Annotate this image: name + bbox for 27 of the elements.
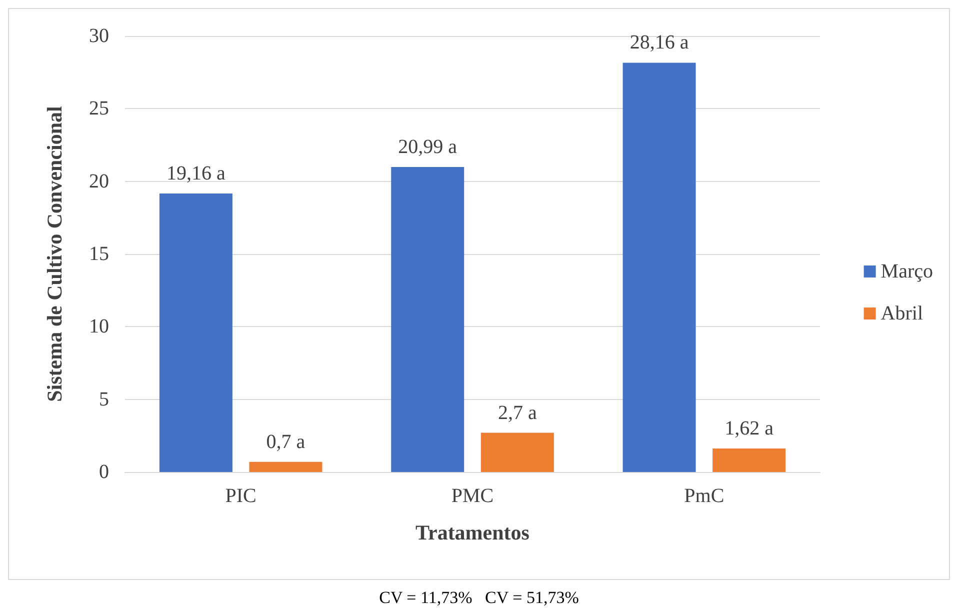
y-tick-label: 0: [99, 461, 109, 483]
data-label: 19,16 a: [166, 162, 226, 185]
legend-label: Abril: [880, 302, 924, 324]
x-tick-label: PMC: [451, 485, 494, 507]
bar: [712, 448, 786, 472]
text: CV = 11,73% CV = 51,73%: [378, 588, 580, 608]
data-label: 1,62 a: [724, 417, 774, 440]
bar: [391, 166, 464, 472]
y-tick-label: 25: [89, 98, 109, 120]
data-label: 2,7 a: [498, 402, 537, 424]
x-tick-label: PIC: [225, 485, 256, 507]
data-label: 0,7 a: [266, 430, 306, 453]
data-label: 20,99 a: [398, 136, 458, 158]
x-tick-label: PmC: [684, 485, 724, 507]
y-axis-title: Sistema de Cultivo Convencional: [42, 106, 66, 402]
data-label: 28,16 a: [630, 32, 689, 54]
y-tick-label: 5: [99, 388, 109, 410]
y-tick-label: 10: [89, 316, 109, 338]
legend-label: Março: [880, 260, 934, 282]
bar: [622, 62, 696, 472]
y-tick-label: 20: [89, 170, 109, 192]
bar: [480, 432, 554, 472]
y-tick-label: 30: [89, 25, 109, 47]
x-axis-title: Tratamentos: [416, 520, 530, 544]
bar: [249, 462, 322, 472]
bar: [159, 194, 232, 472]
y-tick-label: 15: [89, 243, 109, 265]
